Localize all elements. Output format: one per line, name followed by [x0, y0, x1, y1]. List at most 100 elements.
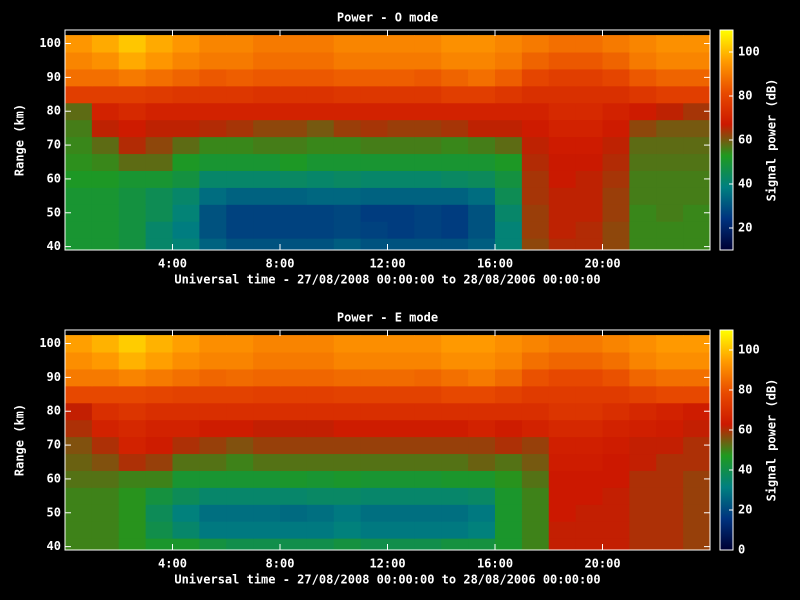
heatmap-cell — [387, 504, 415, 522]
heatmap-cell — [172, 538, 200, 550]
x-tick-label: 4:00 — [158, 257, 187, 271]
heatmap-cell — [521, 170, 550, 188]
heatmap-cell — [629, 102, 657, 121]
heatmap-cell — [468, 419, 496, 438]
colorbar-tick-label: 80 — [738, 89, 752, 103]
heatmap-cell — [65, 521, 93, 539]
heatmap-cell — [656, 521, 684, 539]
heatmap-cell — [333, 52, 362, 70]
heatmap-cell — [602, 153, 630, 171]
heatmap-cell — [172, 436, 200, 455]
heatmap-cell — [91, 52, 120, 70]
heatmap-cell — [333, 419, 362, 438]
heatmap-cell — [118, 170, 147, 188]
heatmap-cell — [629, 204, 657, 222]
heatmap-cell — [602, 238, 630, 250]
heatmap-cell — [629, 402, 657, 421]
heatmap-cell — [172, 52, 200, 70]
heatmap-cell — [118, 385, 147, 404]
x-tick-label: 8:00 — [266, 257, 295, 271]
heatmap-cell — [253, 170, 281, 188]
heatmap-cell — [226, 136, 254, 155]
heatmap-cell — [253, 119, 281, 138]
y-tick-label: 70 — [47, 138, 61, 152]
heatmap-cell — [118, 85, 147, 104]
heatmap-cell — [441, 52, 469, 70]
heatmap-cell — [118, 521, 147, 539]
heatmap-cell — [548, 119, 577, 138]
heatmap-cell — [333, 136, 362, 155]
heatmap-cell — [468, 335, 496, 353]
heatmap-cell — [226, 170, 254, 188]
heatmap-cell — [575, 504, 603, 522]
heatmap-cell — [199, 352, 227, 370]
heatmap-cell — [521, 453, 550, 471]
heatmap-cell — [360, 136, 388, 155]
heatmap-cell — [226, 470, 254, 488]
heatmap-cell — [495, 119, 523, 138]
heatmap-cell — [495, 85, 523, 104]
heatmap-cell — [548, 487, 577, 505]
heatmap-cell — [360, 119, 388, 138]
heatmap-cell — [91, 419, 120, 438]
heatmap-cell — [441, 487, 469, 505]
heatmap-cell — [575, 153, 603, 171]
heatmap-cell — [683, 335, 710, 353]
heatmap-cell — [145, 368, 173, 387]
heatmap-cell — [172, 402, 200, 421]
heatmap-cell — [172, 352, 200, 370]
heatmap-cell — [441, 35, 469, 53]
heatmap-cell — [145, 487, 173, 505]
heatmap-cell — [575, 52, 603, 70]
heatmap-cell — [414, 335, 442, 353]
heatmap-cell — [602, 538, 630, 550]
heatmap-cell — [199, 170, 227, 188]
heatmap-cell — [683, 35, 710, 53]
heatmap-cell — [656, 402, 684, 421]
heatmap-cell — [414, 419, 442, 438]
heatmap-cell — [521, 352, 550, 370]
heatmap-cell — [199, 368, 227, 387]
heatmap-cell — [387, 335, 415, 353]
heatmap-cell — [172, 453, 200, 471]
heatmap-cell — [602, 385, 630, 404]
heatmap-cell — [468, 453, 496, 471]
heatmap-cell — [414, 221, 442, 239]
heatmap-cell — [333, 436, 362, 455]
heatmap-cell — [602, 204, 630, 222]
heatmap-cell — [575, 487, 603, 505]
heatmap-cell — [145, 453, 173, 471]
heatmap-cell — [495, 102, 523, 121]
heatmap-cell — [199, 136, 227, 155]
heatmap-cell — [656, 204, 684, 222]
heatmap-cell — [495, 402, 523, 421]
heatmap-cell — [683, 85, 710, 104]
heatmap-cell — [495, 68, 523, 87]
heatmap-cell — [414, 153, 442, 171]
heatmap-cell — [602, 419, 630, 438]
colorbar-tick-label: 0 — [738, 543, 745, 557]
heatmap-cell — [441, 453, 469, 471]
heatmap-cell — [521, 238, 550, 250]
heatmap-cell — [521, 436, 550, 455]
heatmap-cell — [629, 419, 657, 438]
heatmap-cell — [683, 119, 710, 138]
heatmap-cell — [253, 35, 281, 53]
heatmap-cell — [253, 453, 281, 471]
heatmap-cell — [280, 352, 308, 370]
heatmap-cell — [468, 119, 496, 138]
heatmap-cell — [656, 136, 684, 155]
heatmap-cell — [387, 68, 415, 87]
heatmap-cell — [333, 221, 362, 239]
heatmap-cell — [468, 538, 496, 550]
heatmap-cell — [360, 419, 388, 438]
heatmap-cell — [441, 204, 469, 222]
heatmap-cell — [683, 221, 710, 239]
heatmap-cell — [333, 487, 362, 505]
heatmap-cell — [683, 204, 710, 222]
heatmap-cell — [280, 504, 308, 522]
heatmap-cell — [629, 170, 657, 188]
heatmap-cell — [414, 68, 442, 87]
heatmap-cell — [521, 204, 550, 222]
